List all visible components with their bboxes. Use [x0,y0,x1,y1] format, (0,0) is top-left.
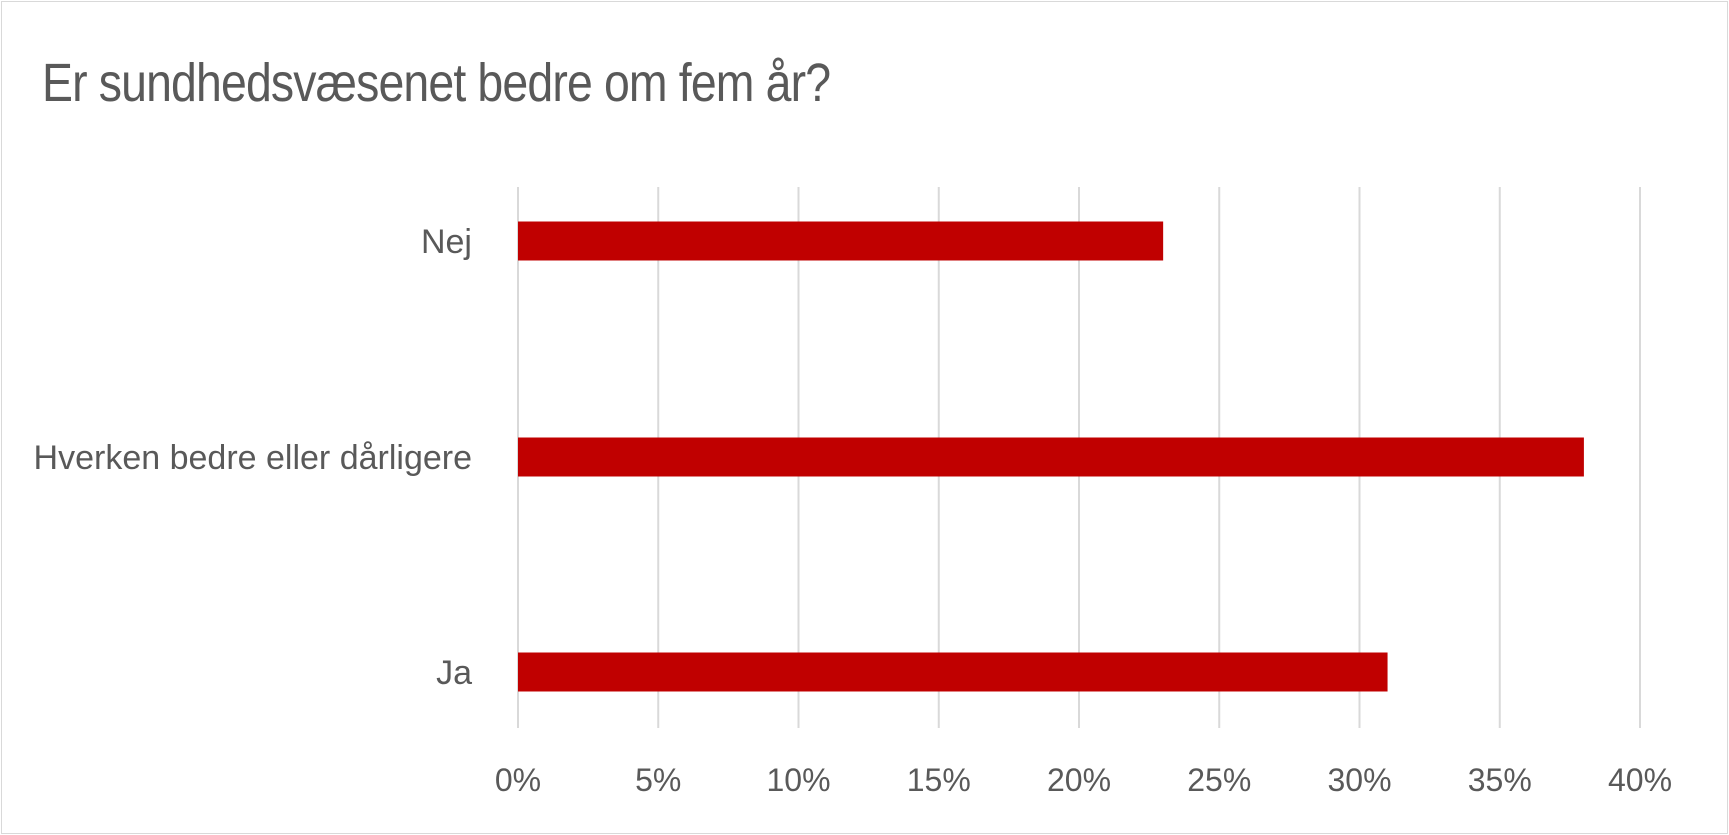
x-tick-label-40: 40% [1608,762,1672,798]
x-axis-tick-labels: 0% 5% 10% 15% 20% 25% 30% 35% 40% [495,762,1672,798]
x-tick-label-15: 15% [907,762,971,798]
bars [518,221,1584,692]
category-label-1: Hverken bedre eller dårligere [34,439,472,477]
chart-title: Er sundhedsvæsenet bedre om fem år? [42,53,831,113]
bar-0 [518,221,1164,261]
bar-2 [518,652,1388,692]
category-label-0: Nej [421,223,472,261]
category-labels: Nej Hverken bedre eller dårligere Ja [34,223,473,692]
x-tick-label-35: 35% [1468,762,1532,798]
x-tick-label-30: 30% [1327,762,1391,798]
x-tick-label-20: 20% [1047,762,1111,798]
x-tick-label-5: 5% [635,762,681,798]
bar-1 [518,437,1584,477]
x-tick-label-10: 10% [766,762,830,798]
category-label-2: Ja [436,654,472,692]
x-tick-label-0: 0% [495,762,541,798]
x-tick-label-25: 25% [1187,762,1251,798]
